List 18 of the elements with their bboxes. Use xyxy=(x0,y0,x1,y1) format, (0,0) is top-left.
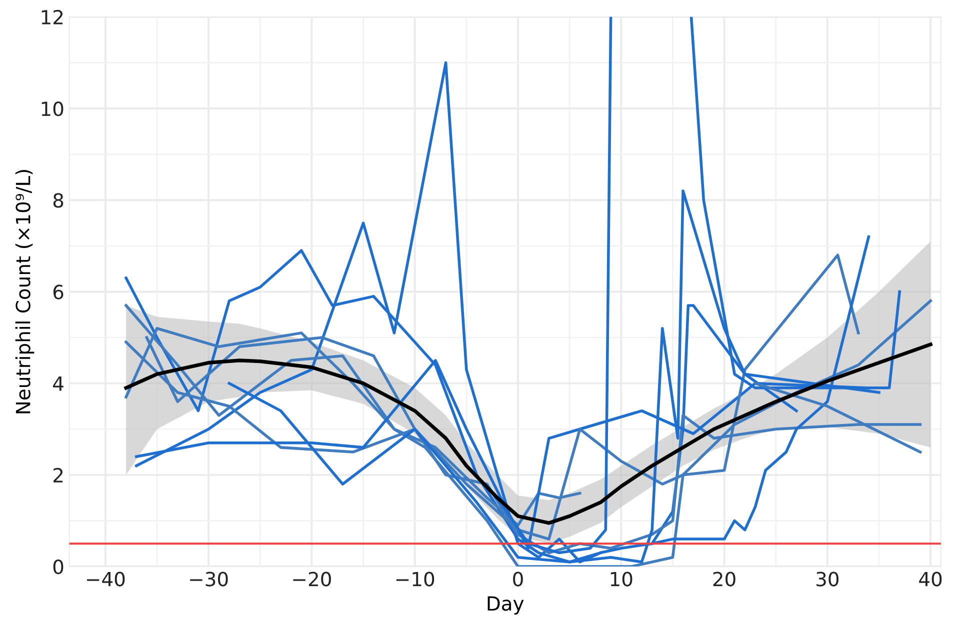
y-tick-label: 0 xyxy=(53,559,64,574)
y-tick-label: 2 xyxy=(54,468,63,482)
x-tick-label: 20 xyxy=(713,572,736,586)
y-tick-label: 10 xyxy=(42,101,64,116)
x-tick-label: −40 xyxy=(86,572,125,586)
y-tick-label: 12 xyxy=(42,10,63,24)
y-axis-title: Neutriphil Count (×10⁹/L) xyxy=(15,170,34,414)
x-tick-label: −10 xyxy=(396,572,434,586)
y-tick-label: 8 xyxy=(53,193,64,208)
x-tick-label: −20 xyxy=(293,572,331,586)
y-tick-label: 4 xyxy=(53,376,64,391)
x-axis-title: Day xyxy=(488,596,524,615)
x-tick-label: 40 xyxy=(919,572,942,586)
x-tick-label: −30 xyxy=(190,572,228,586)
x-tick-label: 0 xyxy=(513,572,523,586)
y-tick-label: 6 xyxy=(53,284,64,300)
x-tick-label: 10 xyxy=(610,572,632,586)
x-tick-label: 30 xyxy=(816,572,838,586)
